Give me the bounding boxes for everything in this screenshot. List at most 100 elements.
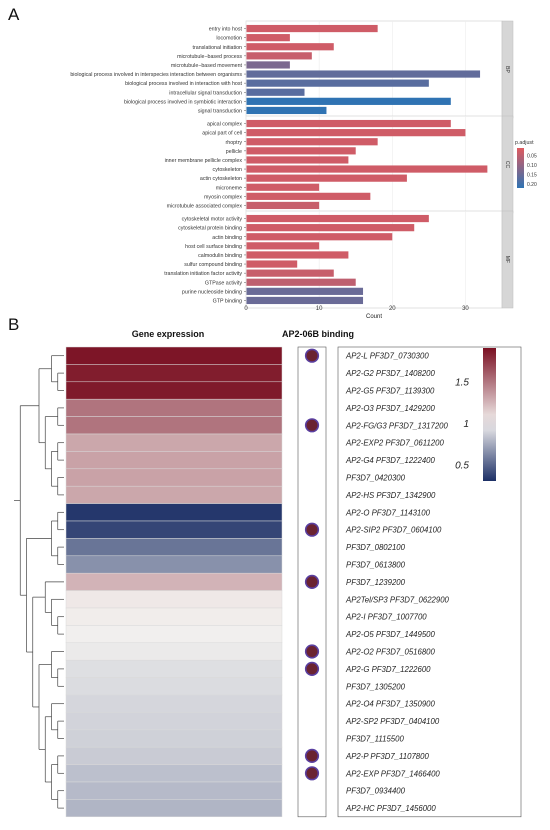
bar [246,260,298,268]
heatmap-cell [65,712,283,731]
heatmap-cell [65,590,283,609]
category-label: biological process involved in interspec… [70,72,242,78]
category-label: rhoptry [226,140,243,146]
heatmap-cell [65,677,283,696]
bar [246,201,320,210]
x-axis-label: Count [366,314,382,320]
binding-dot [304,522,320,537]
heatmap-cell [65,538,283,557]
heatmap-cell [65,746,283,765]
binding-dot [304,644,320,659]
category-label: signal transduction [198,108,242,114]
panel-label-b: B [8,315,20,334]
category-label: sulfur compound binding [184,262,242,268]
facet-strip-label: BP [504,66,510,73]
category-label: host cell surface binding [185,244,242,250]
gene-label: PF3D7_0934400 [346,787,406,796]
gene-label: AP2Tel/SP3 PF3D7_0622900 [345,595,450,604]
gene-label: PF3D7_1115500 [346,735,404,744]
bar [246,79,429,87]
heatmap-title: Gene expression [132,329,205,339]
gene-label: AP2-HS PF3D7_1342900 [345,491,436,500]
category-label: GTPase activity [205,280,242,286]
gene-label: AP2-EXP PF3D7_1466400 [345,769,440,778]
heatmap-cell [65,659,283,678]
x-tick-label: 0 [244,306,248,312]
colorbar-tick-label: 1.5 [455,377,469,388]
heatmap-cell [65,729,283,748]
facet-strip-label: MF [504,256,510,263]
bar [246,251,349,259]
category-label: microneme [216,185,242,191]
bar [246,88,305,96]
heatmap-cell [65,625,283,644]
legend-colorbar [517,148,524,188]
heatmap-cell [65,555,283,574]
gene-label: AP2-SIP2 PF3D7_0604100 [345,526,442,535]
heatmap-cell [65,485,283,504]
gene-label: AP2-O5 PF3D7_1449500 [345,630,436,639]
heatmap-cell [65,642,283,661]
category-label: biological process involved in symbiotic… [124,99,242,105]
heatmap-cell [65,572,283,591]
gene-label: AP2-O2 PF3D7_0516800 [345,648,436,657]
colorbar-tick-label: 0.5 [455,460,469,471]
bar [246,174,407,182]
category-label: translational initiation [193,45,243,51]
gene-label: PF3D7_0802100 [346,543,406,552]
category-label: purine nucleoside binding [182,289,242,295]
category-label: apical part of cell [202,131,242,137]
colorbar-tick-label: 1 [463,419,469,430]
panel-label-a: A [8,5,20,24]
bar [246,61,290,69]
bar [246,287,364,295]
go-enrichment-bar-chart: BP entry into host locomotion translational… [70,20,537,320]
binding-dot [304,748,320,764]
binding-dot [304,661,320,677]
gene-label: AP2-FG/G3 PF3D7_1317200 [345,421,449,430]
heatmap-cell [65,694,283,713]
bar [246,34,290,42]
gene-label: AP2-L PF3D7_0730300 [345,352,429,361]
gene-label: AP2-O PF3D7_1143100 [345,508,431,517]
gene-label: AP2-G PF3D7_1222600 [345,665,431,674]
heatmap-cell [65,346,283,365]
bar [246,278,356,286]
facet-strip [501,210,514,309]
legend-title: p.adjust [515,140,534,146]
category-label: GTP binding [213,298,242,304]
legend-tick-label: 0.20 [527,182,537,188]
gene-label: AP2-P PF3D7_1107800 [345,752,429,761]
facet-strip-label: CC [504,161,510,169]
category-label: biological process involved in interacti… [125,81,242,87]
gene-label: PF3D7_0613800 [346,561,406,570]
bar [246,70,481,78]
legend-tick-label: 0.05 [527,154,537,160]
bar [246,129,466,137]
category-label: cytoskeletal protein binding [178,226,242,232]
gene-label: PF3D7_0420300 [346,474,406,483]
heatmap-cell [65,520,283,539]
heatmap-cell [65,416,283,435]
bar [246,224,415,232]
bar [246,242,320,250]
binding-dot [304,766,320,781]
category-label: locomotion [216,36,242,42]
gene-label: PF3D7_1305200 [346,682,406,691]
bar [246,119,451,128]
heatmap-colorbar [483,348,496,481]
bar [246,106,327,115]
heatmap-cell [65,607,283,626]
bar [246,296,364,305]
category-label: microtubule−based movement [171,63,243,69]
bar [246,97,451,105]
bar [246,214,429,223]
bar [246,233,393,241]
category-label: pellicle [226,149,242,155]
heatmap-cell [65,364,283,383]
heatmap-cell [65,503,283,522]
gene-label: AP2-G5 PF3D7_1139300 [345,387,435,396]
heatmap-cell [65,468,283,487]
gene-label: AP2-I PF3D7_1007700 [345,613,427,622]
